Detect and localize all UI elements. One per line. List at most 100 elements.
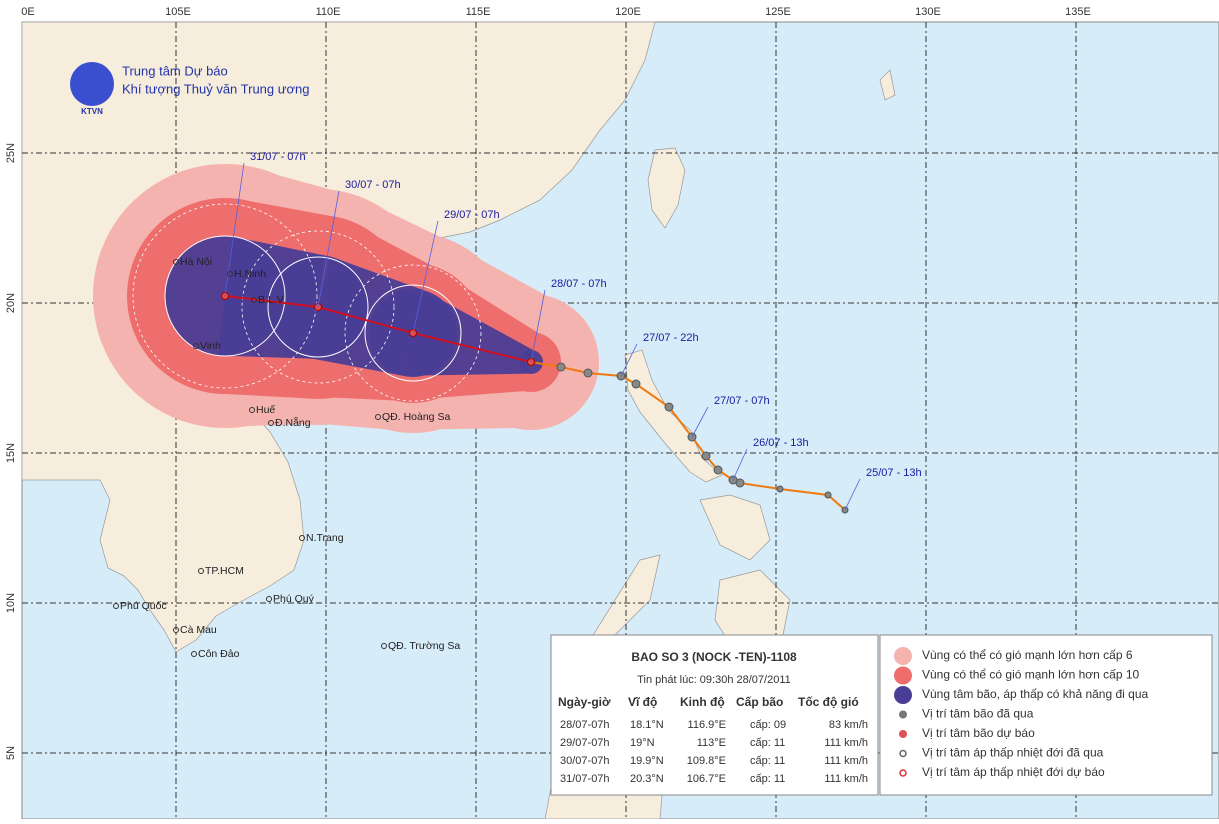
logo-text: KTVN [81,107,103,116]
info-cell: 31/07-07h [560,773,610,785]
info-issued: Tin phát lúc: 09:30h 28/07/2011 [637,674,791,686]
track-label: 27/07 - 22h [643,332,699,344]
info-header: Vĩ độ [628,695,657,709]
logo-circle [70,62,114,106]
track-label: 25/07 - 13h [866,467,922,479]
dashed-circle [241,230,395,384]
legend-symbol [899,730,907,738]
track-label: 28/07 - 07h [551,278,607,290]
track-label: 27/07 - 07h [714,395,770,407]
legend-label: Vùng tâm bão, áp thấp có khả năng đi qua [922,687,1148,701]
place-label: B.L.V [258,294,284,306]
info-cell: cấp: 11 [750,737,785,749]
past-point [631,379,641,389]
place-label: QĐ. Trường Sa [388,640,460,652]
place-dot [113,603,119,609]
leader-line [224,162,245,297]
forecast-track [224,295,532,363]
place-label: TP.HCM [205,565,244,577]
logo: KTVN Trung tâm Dự báo Khí tượng Thuỷ văn… [70,62,309,116]
lon-label: 125E [765,6,791,18]
info-header: Cấp bão [736,695,783,709]
info-cell: cấp: 11 [750,755,785,767]
center-circle [164,235,286,357]
info-bg [550,634,879,796]
place-label: Phú Quý [273,593,315,605]
past-point [583,368,593,378]
dashed-circle [344,264,482,402]
place-dot [268,420,274,426]
place-dot [299,535,305,541]
place-label: N.Trang [306,532,344,544]
legend-label: Vị trí tâm áp thấp nhiệt đới dự báo [922,765,1105,779]
info-cell: 19.9°N [630,755,664,767]
legend-symbol [894,647,912,665]
lon-label: 0E [21,6,34,18]
leader-line [844,478,861,511]
legend-label: Vị trí tâm áp thấp nhiệt đới đã qua [922,746,1104,760]
center-circle [364,284,462,382]
legend-symbol [899,769,907,777]
info-cell: 28/07-07h [560,719,610,731]
legend-label: Vị trí tâm bão dự báo [922,726,1035,740]
info-cell: 111 km/h [824,737,868,749]
place-dot [227,271,233,277]
lat-label: 10N [5,593,17,613]
place-label: QĐ. Hoàng Sa [382,411,450,423]
past-point [776,485,784,493]
lat-label: 5N [5,746,17,760]
legend: Vùng có thể có gió mạnh lớn hơn cấp 6 Vùn… [879,634,1213,796]
lon-label: 120E [615,6,641,18]
past-point [701,451,711,461]
track-label: 30/07 - 07h [345,179,401,191]
info-cell: 83 km/h [829,719,868,731]
info-header: Tốc độ gió [798,695,859,709]
past-point [556,362,566,372]
place-label: Vinh [200,340,221,352]
place-label: Đ.Nẵng [275,416,311,429]
legend-bg [879,634,1213,796]
place-dot [173,259,179,265]
lon-label: 105E [165,6,191,18]
lon-label: 115E [466,6,491,18]
info-cell: 19°N [630,737,655,749]
place-label: Huế [256,404,275,416]
org-line: Trung tâm Dự báo [122,63,228,78]
center-circle [267,256,369,358]
place-dot [251,297,257,303]
place-dot [375,414,381,420]
lon-label: 110E [316,6,341,18]
place-dot [266,596,272,602]
place-dot [193,343,199,349]
lon-label: 135E [1065,6,1091,18]
dashed-circle [132,203,318,389]
leader-line [620,343,638,377]
place-dot [249,407,255,413]
org-line: Khí tượng Thuỷ văn Trung ương [122,81,309,96]
info-title: BAO SO 3 (NOCK -TEN)-1108 [631,650,797,664]
legend-symbol [899,749,907,758]
lat-label: 25N [5,143,17,163]
track-label: 29/07 - 07h [444,209,500,221]
past-point [824,491,832,499]
place-label: Phú Quốc [120,600,167,612]
lon-label: 130E [915,6,941,18]
leader-line [412,220,439,334]
info-cell: 18.1°N [630,719,664,731]
legend-label: Vị trí tâm bão đã qua [922,707,1034,721]
info-header: Ngày-giờ [558,695,611,709]
info-cell: 29/07-07h [560,737,610,749]
info-cell: 113°E [697,737,726,749]
info-cell: 109.8°E [687,755,726,767]
legend-label: Vùng có thể có gió mạnh lớn hơn cấp 10 [922,668,1140,682]
place-label: Côn Đảo [198,648,240,660]
info-cell: cấp: 09 [750,719,786,731]
place-dot [173,627,179,633]
place-label: H.Ninh [234,268,266,280]
place-dot [198,568,204,574]
legend-symbol [894,666,912,685]
legend-symbol [894,686,912,704]
legend-label: Vùng có thể có gió mạnh lớn hơn cấp 6 [922,648,1133,662]
lat-label: 20N [5,293,17,313]
